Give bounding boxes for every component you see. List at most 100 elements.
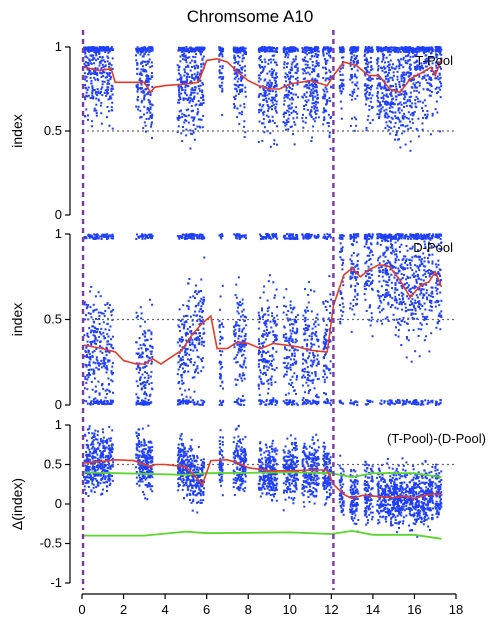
data-point <box>232 103 235 106</box>
data-point <box>187 96 190 99</box>
data-point <box>283 234 286 237</box>
data-point <box>306 86 309 89</box>
data-point <box>286 73 289 76</box>
data-point <box>308 66 311 69</box>
data-point <box>104 328 107 331</box>
data-point <box>341 268 344 271</box>
data-point <box>329 402 332 405</box>
data-point <box>199 322 202 325</box>
data-point <box>105 235 108 238</box>
data-point <box>143 381 146 384</box>
data-point <box>96 74 99 77</box>
data-point <box>86 332 89 335</box>
data-point <box>296 112 299 115</box>
data-point <box>408 104 411 107</box>
data-point <box>103 399 106 402</box>
data-point <box>219 236 222 239</box>
data-point <box>87 72 90 75</box>
data-point <box>185 402 188 405</box>
data-point <box>188 76 191 79</box>
data-point <box>269 106 272 109</box>
data-point <box>316 340 319 343</box>
data-point <box>416 97 419 100</box>
data-point <box>270 73 273 76</box>
data-point <box>188 51 191 54</box>
data-point <box>290 112 293 115</box>
data-point <box>108 124 111 127</box>
data-point <box>294 58 297 61</box>
data-point <box>263 365 266 368</box>
data-point <box>261 351 264 354</box>
data-point <box>93 62 96 65</box>
data-point <box>285 333 288 336</box>
data-point <box>274 61 277 64</box>
data-point <box>398 48 401 51</box>
data-point <box>219 384 222 387</box>
data-point <box>371 68 374 71</box>
data-point <box>306 399 309 402</box>
data-point <box>178 65 181 68</box>
data-point <box>202 101 205 104</box>
data-point <box>201 49 204 52</box>
data-point <box>233 400 236 403</box>
data-point <box>328 338 331 341</box>
data-point <box>293 352 296 355</box>
data-point <box>327 125 330 128</box>
data-point <box>105 392 108 395</box>
data-point <box>411 122 414 125</box>
data-point <box>408 67 411 70</box>
data-point <box>289 337 292 340</box>
data-point <box>236 51 239 54</box>
data-point <box>221 53 224 56</box>
data-point <box>235 51 238 54</box>
data-point <box>315 46 318 49</box>
data-point <box>275 324 278 327</box>
data-point <box>311 54 314 57</box>
data-point <box>107 51 110 54</box>
data-point <box>369 251 372 254</box>
data-point <box>89 49 92 52</box>
data-point <box>366 254 369 257</box>
data-point <box>236 353 239 356</box>
data-point <box>239 51 242 54</box>
data-point <box>311 360 314 363</box>
data-point <box>190 93 193 96</box>
data-point <box>240 315 243 318</box>
data-point <box>303 59 306 62</box>
data-point <box>195 304 198 307</box>
data-point <box>233 326 236 329</box>
data-point <box>396 103 399 106</box>
data-point <box>145 354 148 357</box>
data-point <box>323 93 326 96</box>
data-point <box>95 348 98 351</box>
data-point <box>262 67 265 70</box>
data-point <box>190 59 193 62</box>
data-point <box>267 81 270 84</box>
data-point <box>183 52 186 55</box>
data-point <box>290 332 293 335</box>
data-point <box>308 48 311 51</box>
data-point <box>184 86 187 89</box>
data-point <box>390 46 393 49</box>
data-point <box>311 51 314 54</box>
data-point <box>180 50 183 53</box>
data-point <box>192 399 195 402</box>
data-point <box>286 109 289 112</box>
data-point <box>263 350 266 353</box>
data-point <box>106 322 109 325</box>
data-point <box>328 135 331 138</box>
data-point <box>370 69 373 72</box>
data-point <box>243 65 246 68</box>
data-point <box>306 378 309 381</box>
data-point <box>324 328 327 331</box>
data-point <box>304 51 307 54</box>
data-point <box>190 80 193 83</box>
data-point <box>353 234 356 237</box>
data-point <box>188 233 191 236</box>
data-point <box>293 358 296 361</box>
data-point <box>269 320 272 323</box>
y-tick-label: 0.5 <box>44 312 62 327</box>
data-point <box>262 113 265 116</box>
data-point <box>407 117 410 120</box>
data-point <box>148 395 151 398</box>
